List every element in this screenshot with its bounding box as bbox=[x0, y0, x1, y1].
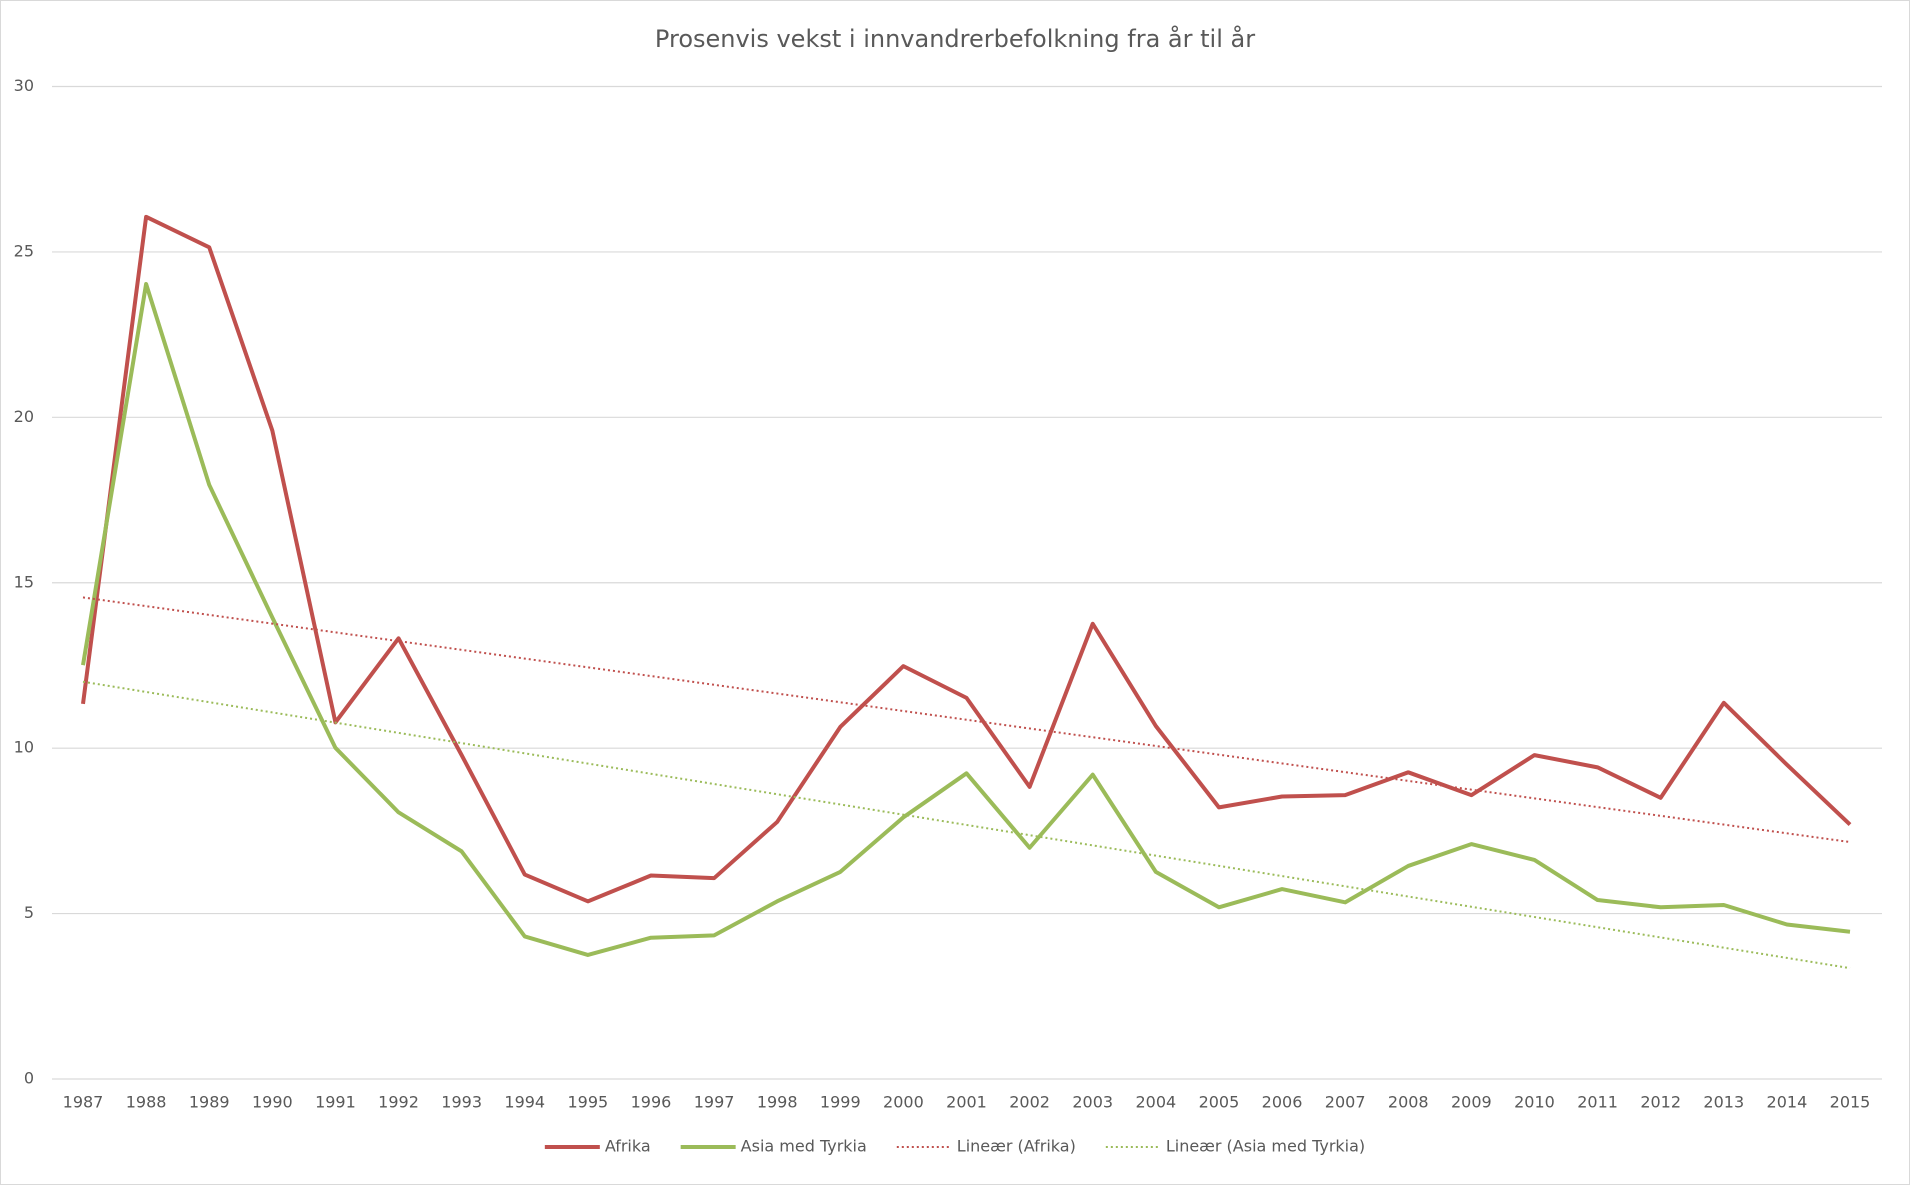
x-tick-label: 2015 bbox=[1830, 1093, 1871, 1112]
series-line bbox=[81, 282, 1851, 957]
x-tick-label: 2010 bbox=[1514, 1093, 1555, 1112]
x-tick-label: 1998 bbox=[757, 1093, 798, 1112]
x-tick-label: 2007 bbox=[1325, 1093, 1366, 1112]
y-tick-label: 30 bbox=[14, 76, 34, 95]
x-tick-label: 1992 bbox=[378, 1093, 419, 1112]
y-tick-label: 15 bbox=[14, 572, 34, 591]
x-tick-label: 1989 bbox=[189, 1093, 230, 1112]
y-tick-label: 25 bbox=[14, 241, 34, 260]
x-tick-label: 2008 bbox=[1388, 1093, 1429, 1112]
x-tick-label: 2014 bbox=[1767, 1093, 1808, 1112]
x-tick-label: 1990 bbox=[252, 1093, 293, 1112]
legend-label: Lineær (Afrika) bbox=[957, 1137, 1076, 1156]
x-tick-label: 1999 bbox=[820, 1093, 861, 1112]
x-tick-label: 2011 bbox=[1577, 1093, 1618, 1112]
x-tick-label: 1987 bbox=[63, 1093, 104, 1112]
legend-label: Asia med Tyrkia bbox=[741, 1137, 867, 1156]
x-tick-label: 2003 bbox=[1072, 1093, 1113, 1112]
y-tick-label: 5 bbox=[24, 903, 34, 922]
y-tick-label: 0 bbox=[24, 1069, 34, 1088]
x-tick-label: 1996 bbox=[631, 1093, 672, 1112]
x-tick-label: 1991 bbox=[315, 1093, 356, 1112]
y-tick-label: 20 bbox=[14, 407, 34, 426]
x-tick-label: 2005 bbox=[1199, 1093, 1240, 1112]
x-tick-label: 2004 bbox=[1135, 1093, 1176, 1112]
x-tick-label: 2009 bbox=[1451, 1093, 1492, 1112]
legend-label: Afrika bbox=[605, 1137, 651, 1156]
y-tick-label: 10 bbox=[14, 738, 34, 757]
x-tick-label: 1995 bbox=[567, 1093, 608, 1112]
chart-title: Prosenvis vekst i innvandrerbefolkning f… bbox=[655, 24, 1255, 53]
trendline bbox=[82, 680, 1851, 970]
x-tick-label: 2002 bbox=[1009, 1093, 1050, 1112]
x-tick-label: 2000 bbox=[883, 1093, 924, 1112]
trendline bbox=[82, 596, 1851, 844]
x-tick-label: 1993 bbox=[441, 1093, 482, 1112]
legend-label: Lineær (Asia med Tyrkia) bbox=[1166, 1137, 1365, 1156]
x-tick-label: 1994 bbox=[504, 1093, 545, 1112]
x-tick-label: 2001 bbox=[946, 1093, 987, 1112]
x-tick-label: 2013 bbox=[1703, 1093, 1744, 1112]
series-line bbox=[81, 214, 1852, 904]
x-tick-label: 1997 bbox=[694, 1093, 735, 1112]
x-tick-label: 2012 bbox=[1640, 1093, 1681, 1112]
x-tick-label: 2006 bbox=[1262, 1093, 1303, 1112]
x-tick-label: 1988 bbox=[126, 1093, 167, 1112]
